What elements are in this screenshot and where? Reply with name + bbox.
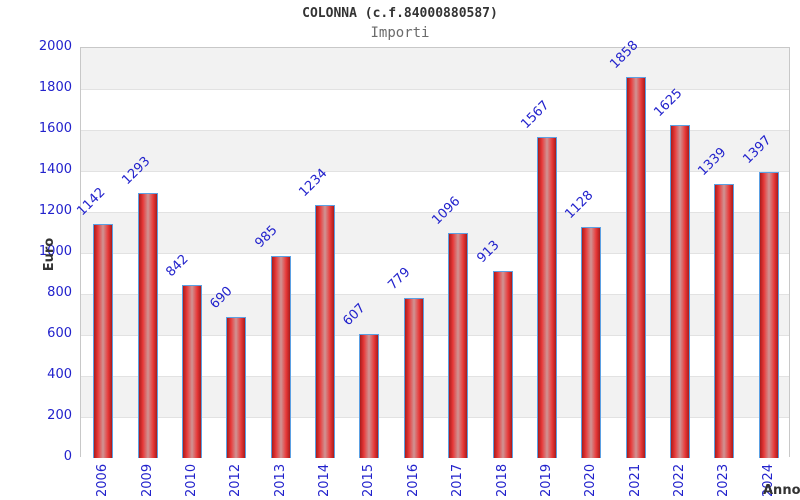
bar-2020 [581,227,601,458]
y-tick-label: 1400 [38,162,72,177]
y-tick-label: 200 [47,408,72,423]
bar-2012 [226,317,246,458]
y-tick-label: 1000 [38,244,72,259]
x-tick-label: 2006 [95,463,110,497]
chart-subtitle: Importi [370,25,430,41]
plot-area: 1142 1293 842 690 985 1234 607 779 1096 913 1567 11… [74,38,790,458]
gridline [81,212,789,213]
grid-band [81,48,789,89]
gridline [81,417,789,418]
gridline [81,335,789,336]
bar-2014 [315,205,335,458]
bar-2010 [182,285,202,458]
x-tick-label: 2019 [539,463,554,497]
bar-2017 [448,233,468,458]
y-tick-label: 600 [47,326,72,341]
x-axis-title: Anno [763,483,800,498]
x-tick-label: 2018 [495,463,510,497]
bar-2021 [626,77,646,458]
bar-2019 [537,137,557,458]
x-tick-label: 2023 [716,463,731,497]
y-axis-title: Euro [42,237,58,272]
gridline [81,89,789,90]
chart-title: COLONNA (c.f.84000880587) [302,6,498,21]
bar-2018 [493,271,513,458]
gridline [81,130,789,131]
gridline [81,294,789,295]
gridline [81,253,789,254]
bar-2006 [93,224,113,458]
y-tick-label: 800 [47,285,72,300]
bar-2013 [271,256,291,458]
gridline [81,376,789,377]
x-tick-label: 2022 [672,463,687,497]
x-tick-label: 2010 [184,463,199,497]
y-tick-label: 2000 [38,39,72,54]
bar-2022 [670,125,690,458]
x-tick-label: 2009 [140,463,155,497]
x-tick-label: 2021 [628,463,643,497]
y-tick-label: 1200 [38,203,72,218]
grid-band [81,89,789,130]
bar-2009 [138,193,158,458]
y-tick-label: 0 [63,449,72,464]
y-tick-label: 1800 [38,80,72,95]
bar-2015 [359,334,379,458]
x-tick-label: 2017 [450,463,465,497]
gridline [81,171,789,172]
bar-2023 [714,184,734,458]
x-tick-label: 2013 [273,463,288,497]
y-tick-label: 400 [47,367,72,382]
y-tick-label: 1600 [38,121,72,136]
bar-2024 [759,172,779,458]
bar-2016 [404,298,424,458]
x-tick-label: 2012 [228,463,243,497]
x-tick-label: 2015 [361,463,376,497]
x-tick-label: 2020 [583,463,598,497]
x-tick-label: 2016 [406,463,421,497]
x-tick-label: 2014 [317,463,332,497]
